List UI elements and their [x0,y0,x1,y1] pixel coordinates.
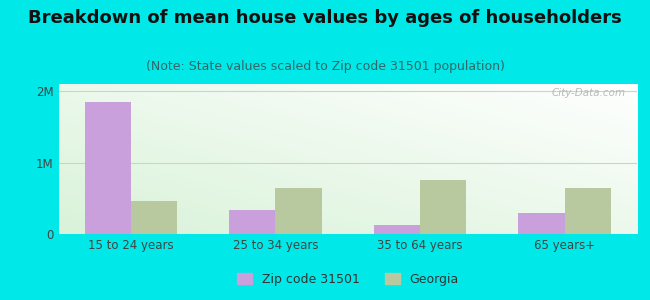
Bar [229,210,276,234]
Text: Breakdown of mean house values by ages of householders: Breakdown of mean house values by ages o… [28,9,622,27]
Bar [276,188,322,234]
Bar [420,180,466,234]
Bar [84,102,131,234]
Text: City-Data.com: City-Data.com [551,88,625,98]
Text: (Note: State values scaled to Zip code 31501 population): (Note: State values scaled to Zip code 3… [146,60,504,73]
Bar [374,225,420,234]
Bar [565,188,611,234]
Bar [131,201,177,234]
Legend: Zip code 31501, Georgia: Zip code 31501, Georgia [231,268,464,291]
Bar [519,213,565,234]
